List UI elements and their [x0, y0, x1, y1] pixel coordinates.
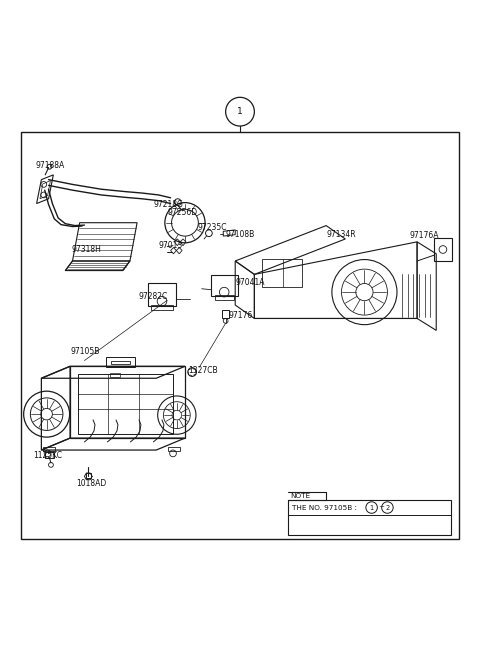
Text: 97134R: 97134R: [326, 230, 356, 239]
Bar: [222, 310, 229, 318]
Text: 97176A: 97176A: [410, 231, 439, 240]
Text: 1018AD: 1018AD: [76, 479, 106, 488]
Bar: [168, 447, 180, 451]
Text: 97256D: 97256D: [167, 208, 197, 216]
Text: 1: 1: [370, 504, 374, 510]
Bar: [262, 258, 302, 287]
Bar: [152, 305, 172, 310]
Text: 97108B: 97108B: [226, 230, 255, 239]
Bar: [106, 357, 135, 367]
Bar: [45, 453, 54, 458]
Text: 97282C: 97282C: [139, 293, 168, 301]
Text: 97013: 97013: [158, 241, 183, 250]
Text: 1125KC: 1125KC: [33, 451, 62, 461]
Text: NOTE: NOTE: [290, 493, 310, 499]
Text: ~: ~: [378, 504, 384, 510]
Bar: [78, 375, 173, 434]
Bar: [211, 276, 238, 297]
Text: 97188A: 97188A: [36, 161, 65, 170]
Bar: [288, 501, 451, 535]
Bar: [43, 447, 55, 451]
Bar: [86, 474, 91, 478]
Bar: [110, 373, 120, 377]
Bar: [148, 283, 176, 306]
Bar: [215, 295, 234, 300]
Text: THE NO. 97105B :: THE NO. 97105B :: [292, 504, 359, 510]
Text: 97176: 97176: [228, 310, 253, 319]
Bar: [21, 132, 459, 539]
Text: 2: 2: [385, 504, 389, 510]
Text: 97235C: 97235C: [198, 223, 228, 232]
Text: 1327CB: 1327CB: [188, 366, 218, 375]
Text: 97105B: 97105B: [70, 348, 99, 356]
Text: 1: 1: [237, 107, 243, 116]
Text: 97041A: 97041A: [235, 278, 264, 287]
Text: 97318H: 97318H: [72, 245, 101, 254]
Bar: [434, 238, 452, 261]
Text: 97218G: 97218G: [154, 200, 184, 209]
Bar: [111, 361, 130, 364]
